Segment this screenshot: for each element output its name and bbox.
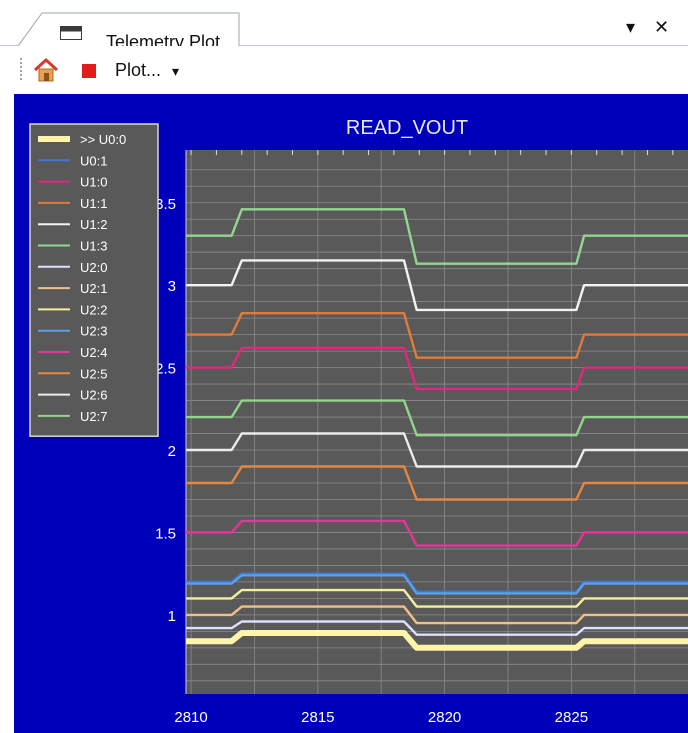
y-tick-label: 2.5: [155, 361, 176, 378]
close-button[interactable]: ✕: [654, 17, 670, 37]
series-line: [186, 208, 688, 265]
series-line: [186, 346, 688, 391]
home-button[interactable]: [32, 56, 60, 84]
legend-label: U1:1: [80, 196, 107, 211]
legend-label: U2:5: [80, 366, 107, 381]
series-line: [186, 519, 688, 547]
window-dropdown-button[interactable]: ▾: [626, 17, 636, 37]
toolbar-grip[interactable]: [20, 58, 22, 82]
legend-label: U2:6: [80, 388, 107, 403]
legend-label: U2:3: [80, 324, 107, 339]
series-line: [186, 630, 688, 651]
read-vout-chart[interactable]: READ_VOUT 1 1.5 2 2.5 3 3.5 2810 2815 2820 2825 >> …: [14, 94, 688, 733]
series-line: [186, 399, 688, 437]
x-tick-label: 2820: [428, 709, 461, 726]
tab-bar: Telemetry Plot ▾ ✕: [0, 0, 688, 52]
stop-button[interactable]: [82, 64, 96, 78]
series-line: [186, 465, 688, 501]
y-tick-label: 3: [168, 278, 176, 295]
legend-label: U2:1: [80, 281, 107, 296]
series-line: [186, 574, 688, 595]
x-tick-label: 2810: [174, 709, 207, 726]
series-line: [186, 311, 688, 359]
legend-label: >> U0:0: [80, 132, 126, 147]
plot-background: [186, 150, 688, 694]
plot-toolbar: Plot... ▾: [0, 46, 688, 94]
y-tick-label: 2: [168, 443, 176, 460]
legend-label: U1:2: [80, 217, 107, 232]
legend-label: U2:0: [80, 260, 107, 275]
y-tick-label: 1: [168, 608, 176, 625]
chevron-down-icon: ▾: [172, 63, 180, 79]
plot-window-icon: [60, 26, 82, 40]
series-line: [186, 605, 688, 625]
y-tick-label: 1.5: [155, 525, 176, 542]
legend-label: U0:1: [80, 153, 107, 168]
series-line: [186, 620, 688, 636]
series-line: [186, 432, 688, 468]
home-icon: [33, 58, 59, 82]
legend-box: [29, 123, 159, 437]
series-line: [186, 259, 688, 312]
legend-label: U2:4: [80, 345, 107, 360]
plot-menu-label: Plot...: [115, 60, 162, 80]
x-tick-label: 2825: [555, 709, 588, 726]
tab-bar-divider: [0, 45, 688, 46]
series-line: [186, 588, 688, 608]
tab-telemetry-plot[interactable]: Telemetry Plot: [18, 12, 240, 52]
x-tick-label: 2815: [301, 709, 334, 726]
legend-label: U1:0: [80, 175, 107, 190]
legend-label: U2:2: [80, 302, 107, 317]
legend-label: U2:7: [80, 409, 107, 424]
y-tick-label: 3.5: [155, 196, 176, 213]
chart-title: READ_VOUT: [346, 117, 468, 139]
plot-canvas[interactable]: READ_VOUT 1 1.5 2 2.5 3 3.5 2810 2815 2820 2825 >> …: [14, 94, 688, 733]
legend-label: U1:3: [80, 239, 107, 254]
plot-menu-button[interactable]: Plot... ▾: [115, 60, 179, 81]
